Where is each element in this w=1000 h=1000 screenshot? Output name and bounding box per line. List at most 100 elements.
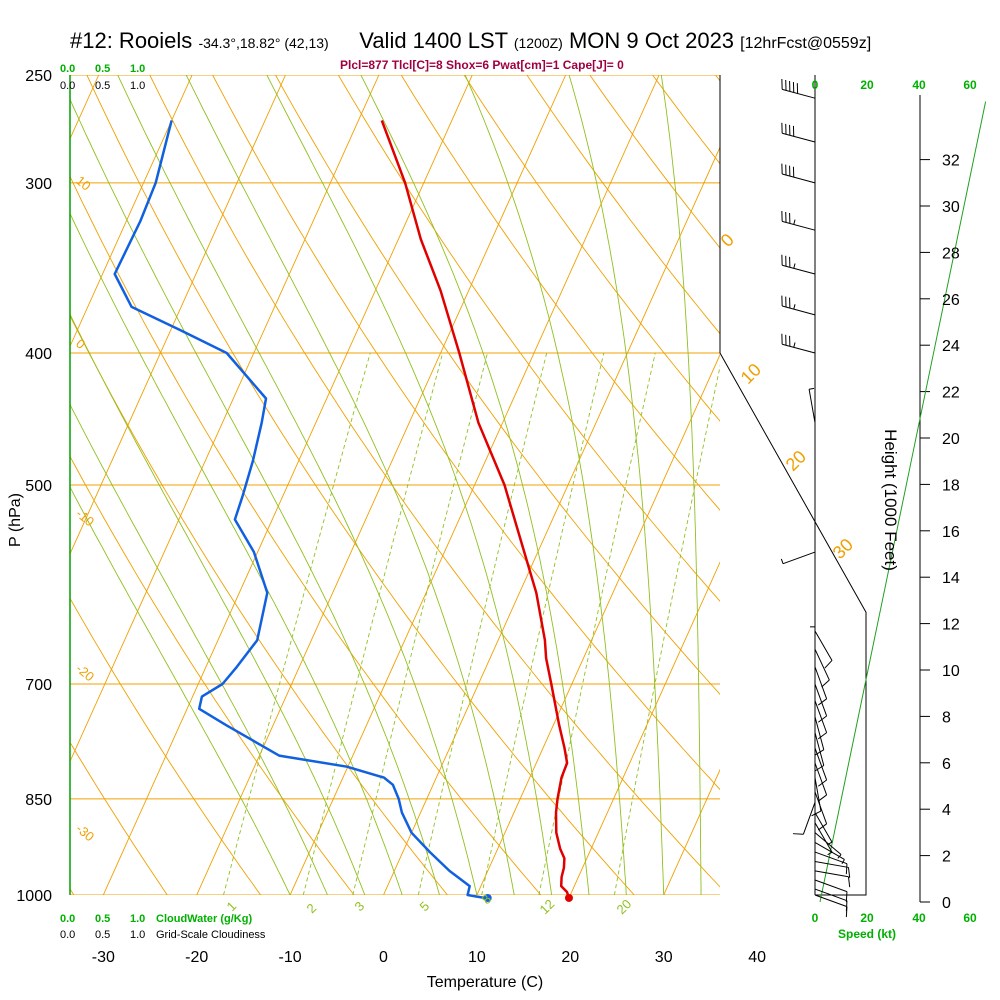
isotherm-label: -10 <box>73 506 97 530</box>
mixing-ratio-line <box>613 364 720 895</box>
wind-barb-flag <box>845 900 848 912</box>
wind-barb-staff <box>782 343 816 354</box>
wind-barb <box>811 777 822 817</box>
isotherm-label: 0 <box>73 336 88 352</box>
dry-adiabat <box>70 455 355 895</box>
wind-barb <box>814 851 848 875</box>
cloudwater-top-tick: 1.0 <box>130 63 145 75</box>
moist-adiabat <box>360 75 590 895</box>
dewpoint-profile-line <box>113 120 488 900</box>
wind-barb-staff <box>814 683 828 717</box>
wind-barb-half-flag <box>827 841 833 846</box>
height-tick-label: 30 <box>942 199 960 216</box>
x-tick-label: -30 <box>92 949 115 966</box>
dry-adiabat <box>70 314 448 895</box>
wind-barb <box>814 894 848 918</box>
wind-barb-staff <box>782 132 816 143</box>
wind-barb-staff <box>814 888 848 902</box>
wind-barb-staff <box>782 88 816 99</box>
wind-barb-half-flag <box>780 558 784 564</box>
wind-barb <box>814 683 828 723</box>
title-coords: -34.3°,18.82° (42,13) <box>198 35 329 51</box>
wind-barb-half-flag <box>793 304 796 310</box>
pressure-tick-label: 250 <box>25 68 52 85</box>
pressure-tick-label: 700 <box>25 677 52 694</box>
height-profile-line <box>819 101 987 903</box>
x-tick-label: 0 <box>379 949 388 966</box>
speed-bottom-tick: 60 <box>963 911 977 925</box>
wind-barb-half-flag <box>841 859 845 865</box>
wind-barb <box>814 716 825 756</box>
mixing-ratio-line <box>538 352 656 895</box>
y-axis-label: P (hPa) <box>7 493 24 547</box>
height-tick-label: 6 <box>942 756 951 773</box>
mixing-ratio-label: 2 <box>304 900 320 916</box>
wind-barb <box>814 666 828 706</box>
moist-adiabat <box>70 212 403 895</box>
wind-barb <box>814 812 833 846</box>
wind-barb <box>814 630 833 669</box>
wind-barb-flag <box>817 698 827 706</box>
dry-adiabat <box>841 75 1000 895</box>
wind-barb-staff <box>814 879 848 893</box>
pressure-tick-label: 1000 <box>16 888 52 905</box>
speed-bottom-tick: 20 <box>860 911 874 925</box>
wind-barb-staff <box>814 732 825 766</box>
wind-barb-staff <box>814 822 833 853</box>
wind-barb-staff <box>814 777 822 812</box>
x-tick-label: -10 <box>279 949 302 966</box>
text-layer: 0246810121416182022242628303225030040050… <box>7 63 977 991</box>
wind-barb <box>781 295 816 316</box>
wind-barb <box>814 732 825 772</box>
isotherm-line <box>196 75 567 895</box>
isotherm-line <box>70 75 286 555</box>
wind-barb-staff <box>814 762 828 796</box>
height-tick-label: 24 <box>942 338 960 355</box>
wind-barb-half-flag <box>793 219 796 225</box>
wind-barbs-layer <box>780 78 851 918</box>
mixing-ratio-label: 3 <box>352 898 368 914</box>
cloudiness-top-tick: 1.0 <box>130 80 145 92</box>
isotherm-line <box>70 75 380 763</box>
theta-label: 10 <box>737 360 765 388</box>
wind-barb <box>814 832 842 859</box>
isotherm-line <box>757 75 1000 895</box>
mixing-ratio-label: 5 <box>417 898 433 914</box>
wind-barb-half-flag <box>809 387 815 390</box>
wind-barb-staff <box>782 264 816 275</box>
height-tick-label: 22 <box>942 385 960 402</box>
cloudwater-top-tick: 0.0 <box>60 63 75 75</box>
isotherm-line <box>569 561 720 895</box>
wind-barb-flag <box>817 823 827 831</box>
wind-barb <box>814 861 851 878</box>
wind-barb <box>814 822 833 856</box>
wind-barb-flag <box>847 876 851 888</box>
mixing-ratio-label: 8 <box>479 891 495 907</box>
wind-barb <box>814 700 828 740</box>
wind-barb-half-flag <box>837 854 842 859</box>
dewpoint-surface-marker <box>483 893 492 902</box>
pressure-tick-label: 500 <box>25 478 52 495</box>
speed-top-tick: 60 <box>963 78 977 92</box>
wind-barb <box>814 762 828 802</box>
dry-adiabat <box>337 75 720 602</box>
cloudiness-top-tick: 0.0 <box>60 80 75 92</box>
dry-adiabat <box>149 75 720 888</box>
height-tick-label: 16 <box>942 524 960 541</box>
wind-barb-staff <box>814 666 828 699</box>
isotherm-line <box>0 75 5 895</box>
moist-adiabat <box>70 98 440 895</box>
wind-barb-staff <box>814 649 830 681</box>
title-date: MON 9 Oct 2023 <box>568 28 735 53</box>
cloudwater-top-tick: 0.5 <box>95 63 110 75</box>
frame-layer <box>69 75 930 903</box>
wind-barb-staff <box>814 630 833 661</box>
wind-barb <box>810 592 816 628</box>
isotherm-label: 10 <box>73 173 94 194</box>
wind-barb-flag <box>845 891 848 903</box>
wind-barb-flag <box>845 863 848 875</box>
cloudiness-bottom-tick: 0.0 <box>60 929 75 941</box>
wind-barb-flag <box>817 715 827 723</box>
